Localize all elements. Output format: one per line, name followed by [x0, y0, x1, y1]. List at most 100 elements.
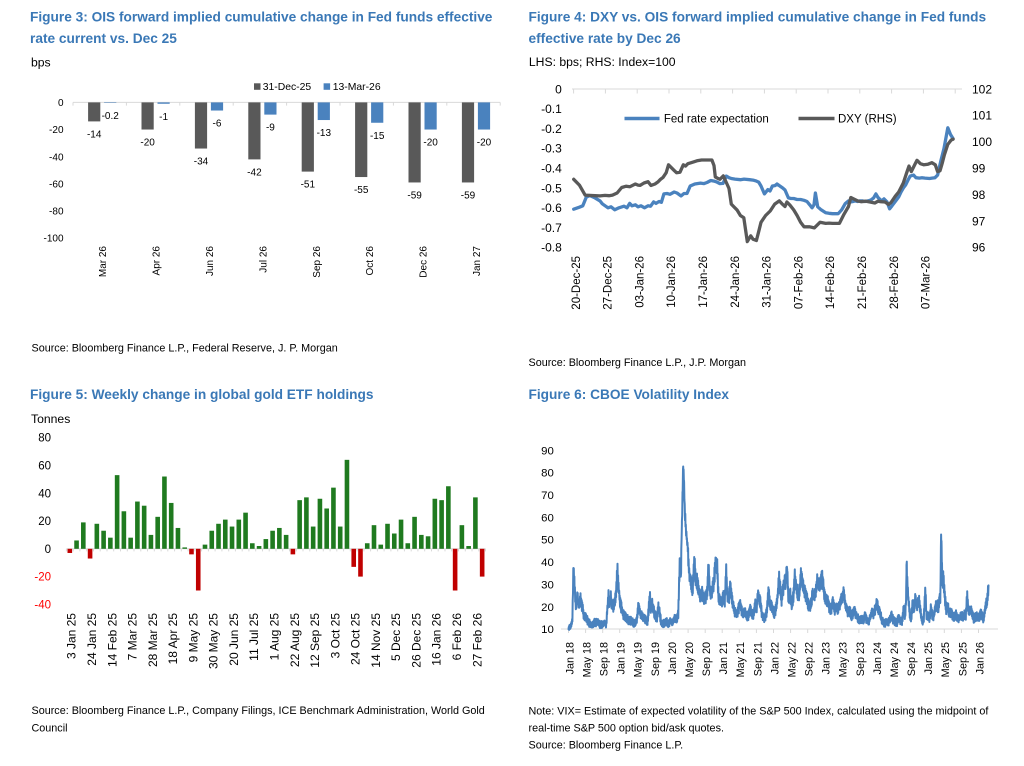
- svg-text:-34: -34: [194, 157, 209, 168]
- svg-text:60: 60: [38, 461, 51, 473]
- svg-text:-40: -40: [49, 152, 64, 163]
- svg-text:20 Jun 25: 20 Jun 25: [227, 613, 241, 666]
- svg-text:98: 98: [972, 188, 986, 202]
- svg-text:Jan 21: Jan 21: [718, 642, 730, 674]
- svg-text:Sep 26: Sep 26: [312, 246, 323, 278]
- svg-text:0: 0: [45, 544, 51, 556]
- svg-text:-0.4: -0.4: [541, 162, 562, 176]
- svg-text:101: 101: [972, 109, 992, 123]
- svg-text:bps: bps: [31, 56, 51, 70]
- svg-text:26 Dec 25: 26 Dec 25: [410, 613, 424, 668]
- svg-text:5 Dec 25: 5 Dec 25: [389, 613, 403, 661]
- svg-text:May 25: May 25: [940, 642, 952, 677]
- svg-text:17-Jan-26: 17-Jan-26: [698, 256, 710, 308]
- svg-text:03-Jan-26: 03-Jan-26: [634, 256, 646, 308]
- svg-text:Sep 20: Sep 20: [701, 642, 713, 676]
- svg-text:Jan 27: Jan 27: [472, 246, 483, 276]
- svg-text:28-Feb-26: 28-Feb-26: [889, 256, 901, 309]
- svg-text:20-Dec-25: 20-Dec-25: [571, 256, 583, 310]
- svg-text:70: 70: [541, 490, 554, 502]
- svg-text:27 Feb 26: 27 Feb 26: [470, 613, 484, 667]
- svg-text:May 21: May 21: [735, 642, 747, 677]
- svg-text:Figure 5: Weekly change in glo: Figure 5: Weekly change in global gold E…: [30, 387, 374, 402]
- svg-text:100: 100: [972, 135, 992, 149]
- svg-text:May 20: May 20: [684, 642, 696, 677]
- svg-text:24 Jan 25: 24 Jan 25: [85, 613, 99, 666]
- svg-text:Note: VIX= Estimate of expecte: Note: VIX= Estimate of expected volatili…: [529, 706, 990, 718]
- svg-text:07-Mar-26: 07-Mar-26: [921, 256, 933, 309]
- svg-text:Figure 4: DXY vs. OIS forward: Figure 4: DXY vs. OIS forward implied cu…: [529, 10, 987, 25]
- svg-text:Jan 24: Jan 24: [872, 642, 884, 674]
- svg-text:Dec 26: Dec 26: [419, 246, 430, 278]
- svg-text:-20: -20: [477, 138, 492, 149]
- svg-text:Sep 19: Sep 19: [650, 642, 662, 676]
- svg-text:LHS: bps; RHS: Index=100: LHS: bps; RHS: Index=100: [529, 55, 676, 69]
- svg-text:-80: -80: [49, 207, 64, 218]
- svg-text:-59: -59: [407, 191, 422, 202]
- svg-text:-9: -9: [266, 123, 275, 134]
- svg-text:-0.1: -0.1: [541, 102, 562, 116]
- svg-text:60: 60: [541, 512, 554, 524]
- svg-text:Figure 3: OIS forward implied: Figure 3: OIS forward implied cumulative…: [30, 10, 493, 25]
- svg-text:-51: -51: [301, 180, 316, 191]
- svg-text:3 Oct 25: 3 Oct 25: [328, 613, 342, 659]
- svg-text:Apr 26: Apr 26: [152, 246, 163, 276]
- svg-text:28 Mar 25: 28 Mar 25: [146, 613, 160, 667]
- svg-text:May 24: May 24: [889, 642, 901, 677]
- svg-text:May 23: May 23: [838, 642, 850, 677]
- svg-text:Sep 22: Sep 22: [804, 642, 816, 676]
- svg-text:Jan 20: Jan 20: [667, 642, 679, 674]
- svg-text:10-Jan-26: 10-Jan-26: [666, 256, 678, 308]
- svg-text:Fed rate expectation: Fed rate expectation: [664, 114, 769, 126]
- svg-text:Jul 26: Jul 26: [258, 246, 269, 273]
- svg-text:20: 20: [541, 602, 554, 614]
- svg-text:-40: -40: [34, 600, 51, 612]
- svg-text:-20: -20: [140, 138, 155, 149]
- svg-text:30: 30: [541, 579, 554, 591]
- svg-text:-0.2: -0.2: [102, 111, 120, 122]
- svg-text:Source: Bloomberg Finance L.P.: Source: Bloomberg Finance L.P.: [529, 740, 684, 752]
- svg-text:99: 99: [972, 162, 986, 176]
- svg-text:-20: -20: [49, 125, 64, 136]
- svg-text:7 Mar 25: 7 Mar 25: [126, 613, 140, 661]
- svg-text:0: 0: [58, 98, 64, 109]
- svg-text:24-Jan-26: 24-Jan-26: [730, 256, 742, 308]
- svg-text:3 Jan 25: 3 Jan 25: [65, 613, 79, 659]
- svg-text:Sep 23: Sep 23: [855, 642, 867, 676]
- svg-text:18 Apr 25: 18 Apr 25: [166, 613, 180, 665]
- svg-text:50: 50: [541, 535, 554, 547]
- svg-text:07-Feb-26: 07-Feb-26: [793, 256, 805, 309]
- svg-text:9 May 25: 9 May 25: [186, 613, 200, 663]
- svg-text:Sep 24: Sep 24: [906, 642, 918, 676]
- svg-text:Jan 26: Jan 26: [974, 642, 986, 674]
- svg-text:40: 40: [541, 557, 554, 569]
- svg-text:-0.8: -0.8: [541, 241, 562, 255]
- svg-text:-55: -55: [354, 185, 369, 196]
- svg-text:-20: -20: [34, 572, 51, 584]
- svg-text:14-Feb-26: 14-Feb-26: [825, 256, 837, 309]
- svg-text:-20: -20: [423, 138, 438, 149]
- svg-text:-14: -14: [87, 129, 102, 140]
- svg-text:102: 102: [972, 82, 992, 96]
- svg-text:Jan 22: Jan 22: [769, 642, 781, 674]
- svg-text:21-Feb-26: 21-Feb-26: [857, 256, 869, 309]
- svg-text:Council: Council: [32, 723, 68, 735]
- svg-text:6 Feb 26: 6 Feb 26: [450, 613, 464, 661]
- svg-text:10: 10: [541, 624, 554, 636]
- svg-text:80: 80: [541, 468, 554, 480]
- svg-text:-0.3: -0.3: [541, 142, 562, 156]
- svg-text:0: 0: [555, 82, 562, 96]
- svg-text:30 May 25: 30 May 25: [207, 613, 221, 669]
- svg-text:Source: Bloomberg Finance L.P.: Source: Bloomberg Finance L.P., J.P. Mor…: [529, 357, 746, 369]
- svg-text:16 Jan 26: 16 Jan 26: [430, 613, 444, 666]
- svg-text:Source: Bloomberg Finance L.P.: Source: Bloomberg Finance L.P., Company …: [32, 705, 485, 717]
- svg-text:Jan 19: Jan 19: [616, 642, 628, 674]
- svg-text:-0.6: -0.6: [541, 201, 562, 215]
- svg-text:May 22: May 22: [787, 642, 799, 677]
- svg-text:-13: -13: [317, 128, 332, 139]
- svg-text:96: 96: [972, 241, 986, 255]
- svg-text:Figure 6: CBOE Volatility Inde: Figure 6: CBOE Volatility Index: [529, 387, 730, 402]
- svg-text:Sep 21: Sep 21: [752, 642, 764, 676]
- svg-text:Jun 26: Jun 26: [205, 246, 216, 276]
- svg-text:1 Aug 25: 1 Aug 25: [268, 613, 282, 661]
